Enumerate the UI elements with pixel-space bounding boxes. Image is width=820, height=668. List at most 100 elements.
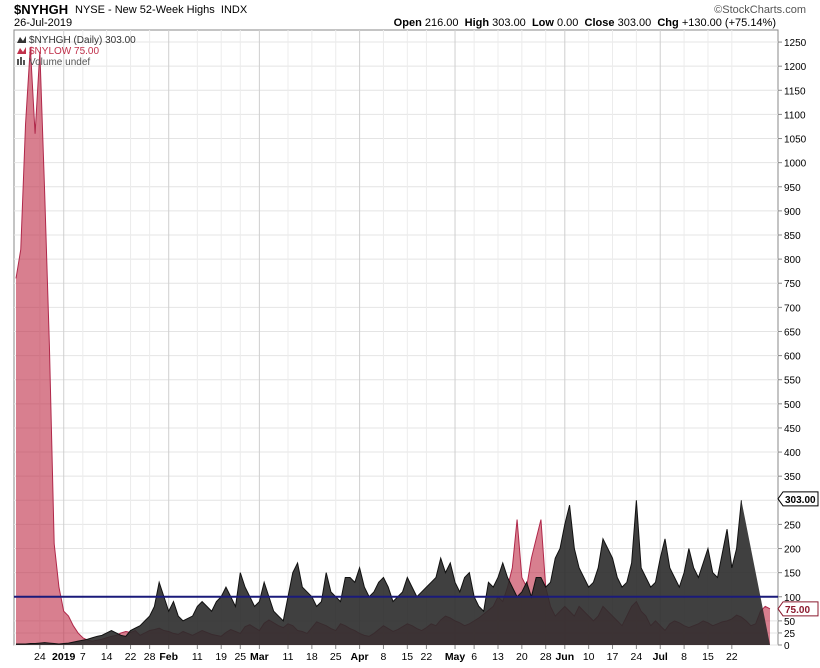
y-tick-label: 25 — [784, 629, 796, 640]
x-tick-label: Feb — [159, 651, 178, 663]
chg-label: Chg — [657, 17, 679, 29]
y-tick-label: 550 — [784, 376, 801, 387]
x-tick-label: Jun — [555, 651, 574, 663]
x-tick-label: May — [445, 651, 466, 663]
price-tag-box — [777, 491, 819, 507]
legend-swatch-icon — [17, 36, 26, 43]
y-tick-label: 1200 — [784, 62, 807, 73]
symbol-description: NYSE - New 52-Week Highs INDX — [75, 4, 247, 16]
close-label: Close — [584, 17, 615, 29]
legend-label: $NYLOW 75.00 — [29, 46, 99, 57]
low-label: Low — [531, 17, 554, 29]
x-tick-label: 17 — [607, 651, 619, 663]
y-tick-label: 200 — [784, 545, 801, 556]
close-value: 303.00 — [617, 17, 652, 29]
x-tick-label: 22 — [421, 651, 433, 663]
y-tick-label: 900 — [784, 207, 801, 218]
open-value: 216.00 — [424, 17, 459, 29]
y-tick-label: 600 — [784, 352, 801, 363]
y-tick-label: 850 — [784, 231, 801, 242]
y-axis: 0255010015020025030035040045050055060065… — [778, 38, 807, 652]
chart-date: 26-Jul-2019 — [14, 17, 73, 29]
grid — [14, 30, 778, 646]
open-label: Open — [393, 17, 422, 29]
x-tick-label: 6 — [471, 651, 477, 663]
x-tick-label: 10 — [583, 651, 595, 663]
y-tick-label: 1250 — [784, 38, 807, 49]
x-tick-label: Apr — [351, 651, 369, 663]
legend-item: Volume undef — [17, 57, 90, 68]
x-tick-label: 13 — [492, 651, 504, 663]
legend: $NYHGH (Daily) 303.00$NYLOW 75.00Volume … — [17, 35, 136, 68]
x-tick-label: 25 — [234, 651, 246, 663]
price-tag: 303.00 — [777, 491, 819, 507]
y-tick-label: 500 — [784, 400, 801, 411]
x-tick-label: 19 — [215, 651, 227, 663]
x-tick-label: 2019 — [52, 651, 76, 663]
legend-item: $NYHGH (Daily) 303.00 — [17, 35, 136, 46]
y-tick-label: 350 — [784, 472, 801, 483]
y-tick-label: 750 — [784, 279, 801, 290]
x-tick-label: 15 — [702, 651, 714, 663]
price-tag-label: 303.00 — [785, 495, 816, 506]
y-tick-label: 400 — [784, 448, 801, 459]
legend-label: Volume undef — [29, 57, 90, 68]
price-tag-label: 75.00 — [785, 605, 810, 616]
x-axis: 24 2019 7 14 22 28 Feb 11 19 25 Mar 11 18 25 Apr 8 15 22 M… — [34, 645, 738, 663]
high-label: High — [464, 17, 490, 29]
y-tick-label: 50 — [784, 617, 796, 628]
x-tick-label: Jul — [653, 651, 668, 663]
y-tick-label: 1150 — [784, 86, 806, 97]
x-tick-label: 20 — [516, 651, 528, 663]
x-tick-label: 24 — [34, 651, 46, 663]
price-tags: 303.00 75.00 — [777, 491, 819, 617]
price-tag-box — [777, 601, 819, 617]
volume-bar-icon — [17, 59, 19, 65]
high-value: 303.00 — [492, 17, 526, 29]
y-tick-label: 150 — [784, 569, 801, 580]
x-tick-label: 11 — [192, 651, 203, 663]
ohlc-stats: Open 216.00 High 303.00 Low 0.00 Close 3… — [394, 17, 776, 29]
y-tick-label: 650 — [784, 327, 801, 338]
series-line-nyhgh — [16, 500, 742, 645]
x-tick-label: Mar — [250, 651, 269, 663]
x-tick-label: 15 — [401, 651, 413, 663]
y-tick-label: 1100 — [784, 110, 806, 121]
x-tick-label: 25 — [330, 651, 342, 663]
y-tick-label: 450 — [784, 424, 801, 435]
volume-bar-icon — [23, 60, 25, 65]
x-tick-label: 18 — [306, 651, 318, 663]
legend-item: $NYLOW 75.00 — [17, 46, 99, 57]
low-value: 0.00 — [557, 17, 579, 29]
price-tag: 75.00 — [777, 601, 819, 617]
x-tick-label: 11 — [283, 651, 294, 663]
y-tick-label: 950 — [784, 183, 801, 194]
x-tick-label: 14 — [101, 651, 113, 663]
y-tick-label: 1050 — [784, 135, 807, 146]
series-layer — [15, 46, 771, 645]
exchange-text: INDX — [220, 4, 248, 16]
plot-area — [13, 29, 779, 646]
series-area-nyhgh — [16, 500, 770, 645]
x-tick-label: 28 — [540, 651, 552, 663]
y-tick-label: 700 — [784, 303, 801, 314]
y-tick-label: 100 — [784, 593, 801, 604]
x-tick-label: 24 — [631, 651, 643, 663]
legend-label: $NYHGH (Daily) 303.00 — [29, 35, 136, 46]
volume-bar-icon — [20, 57, 22, 65]
y-tick-label: 1000 — [784, 159, 807, 170]
x-tick-label: 8 — [681, 651, 687, 663]
brand-watermark: ©StockCharts.com — [714, 4, 806, 16]
x-tick-label: 8 — [381, 651, 387, 663]
chg-value: +130.00 (+75.14%) — [681, 17, 776, 29]
y-tick-label: 800 — [784, 255, 801, 266]
x-tick-label: 7 — [80, 651, 86, 663]
symbol-title: $NYHGH — [14, 2, 69, 17]
x-tick-label: 28 — [144, 651, 156, 663]
x-tick-label: 22 — [125, 651, 137, 663]
legend-swatch-icon — [17, 47, 26, 54]
y-tick-label: 0 — [784, 641, 790, 652]
x-tick-label: 22 — [726, 651, 738, 663]
y-tick-label: 250 — [784, 520, 801, 531]
